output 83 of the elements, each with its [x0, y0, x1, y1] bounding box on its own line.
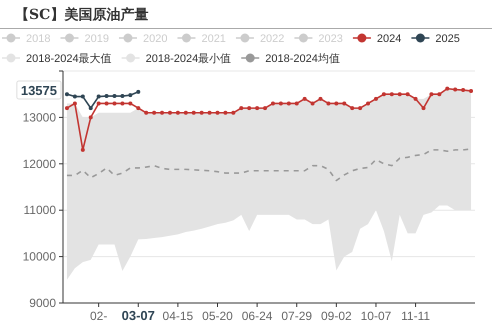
point [80, 94, 85, 99]
point [184, 110, 188, 115]
point [453, 88, 458, 92]
y-tick-label: 9000 [29, 296, 56, 310]
point [88, 106, 93, 110]
point [334, 101, 338, 106]
point [223, 110, 228, 115]
point [294, 101, 299, 106]
point [152, 110, 156, 115]
point [326, 101, 330, 106]
point [192, 110, 196, 115]
point [342, 101, 346, 106]
y-tick-label: 13000 [22, 110, 56, 124]
point [286, 101, 291, 106]
point [120, 94, 124, 98]
point [278, 101, 283, 106]
point [398, 92, 402, 96]
point [414, 96, 418, 101]
x-tick-label: 06-24 [242, 309, 273, 323]
point [72, 94, 77, 99]
point [120, 101, 124, 106]
point [255, 106, 260, 110]
x-tick-label: 11-11 [401, 309, 430, 323]
point [136, 106, 140, 110]
point [406, 92, 410, 96]
point [390, 92, 394, 96]
chart-title: 【SC】美国原油产量 [15, 6, 148, 23]
point [263, 106, 268, 110]
point [176, 110, 180, 115]
legend-label: 2018-2024均值 [265, 53, 340, 65]
point [302, 96, 307, 101]
y-tick-label: 10000 [22, 250, 56, 264]
x-tick-label: 02- [90, 309, 108, 323]
point [104, 94, 109, 98]
point [64, 106, 69, 110]
point [208, 110, 212, 115]
x-tick-label: 04-15 [162, 309, 194, 323]
point [200, 110, 204, 115]
point [382, 92, 386, 96]
x-tick-label: 10-07 [360, 309, 392, 323]
point [96, 94, 101, 99]
point [216, 110, 220, 115]
point [231, 110, 236, 115]
legend-label: 2018-2024最大值 [26, 52, 112, 65]
point [358, 106, 362, 110]
point [128, 101, 132, 106]
point [112, 94, 116, 98]
point [422, 106, 426, 110]
point [437, 92, 442, 96]
point [80, 148, 85, 152]
point [112, 101, 116, 106]
point [310, 101, 315, 106]
x-tick-label: 09-02 [320, 309, 352, 323]
x-tick-label: 05-20 [202, 309, 234, 323]
point [350, 106, 354, 110]
point [96, 101, 101, 106]
point [128, 93, 132, 98]
point [429, 92, 434, 96]
x-tick-label: 07-29 [281, 309, 312, 323]
point [461, 88, 466, 92]
point [270, 101, 275, 106]
point [88, 115, 93, 120]
point [318, 96, 322, 101]
y-tick-label: 12000 [22, 156, 56, 171]
point [64, 92, 69, 96]
point [247, 106, 252, 110]
point [239, 106, 244, 110]
point [374, 96, 378, 101]
legend-label: 2018-2024最小值 [146, 52, 232, 65]
point [168, 110, 172, 115]
point [136, 90, 140, 94]
text: 13575 [20, 83, 57, 98]
legend-label: 2024 [376, 33, 402, 45]
point [469, 88, 474, 93]
point [72, 101, 77, 106]
point [160, 110, 164, 115]
point [445, 86, 450, 91]
x-tick-label: 03-07 [122, 308, 155, 323]
point [104, 101, 109, 106]
point [144, 110, 148, 115]
point [366, 101, 370, 106]
y-tick-label: 11000 [24, 203, 56, 218]
legend-label: 2025 [435, 33, 460, 45]
